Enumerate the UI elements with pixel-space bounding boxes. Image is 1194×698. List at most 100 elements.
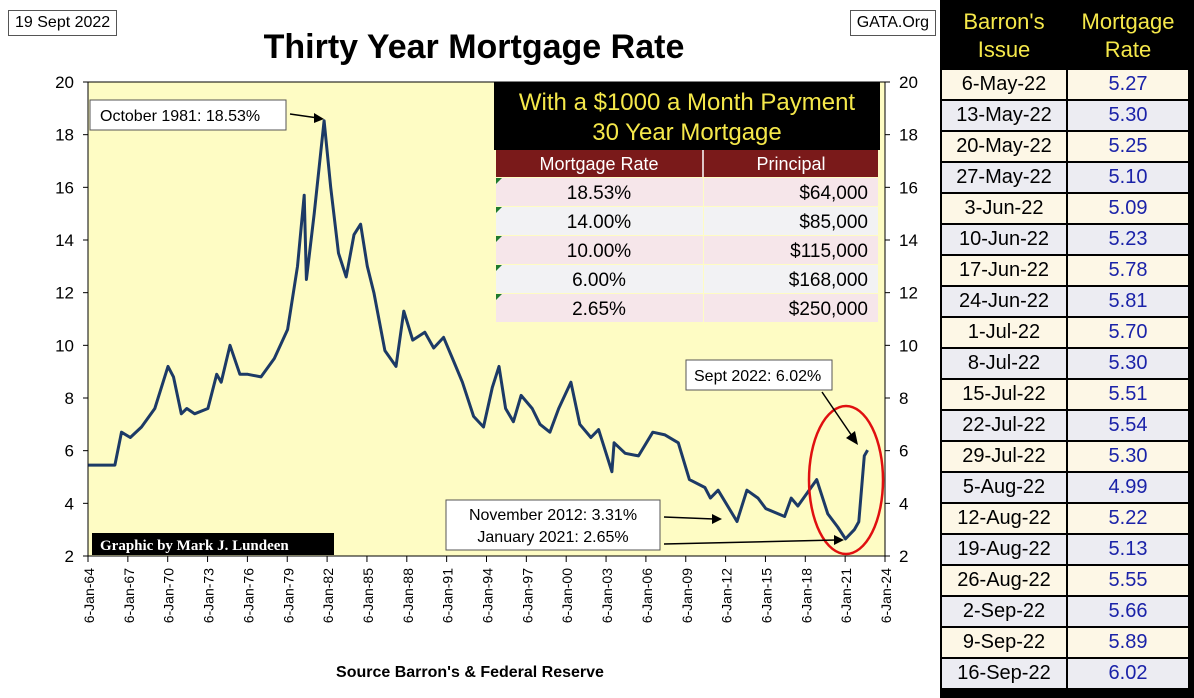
table-row: 20-May-22 5.25 — [942, 132, 1188, 161]
rate-value: 5.66 — [1068, 597, 1188, 626]
table-row: 27-May-22 5.10 — [942, 163, 1188, 192]
y-tick-label-left: 6 — [65, 442, 74, 461]
x-tick-label: 6-Jan-85 — [360, 568, 376, 623]
x-tick-label: 6-Jan-73 — [201, 568, 217, 623]
issue-date: 20-May-22 — [942, 132, 1066, 161]
table-row: 5-Aug-22 4.99 — [942, 473, 1188, 502]
x-tick-label: 6-Jan-03 — [599, 568, 615, 623]
chart-title: Thirty Year Mortgage Rate — [264, 28, 685, 66]
y-tick-label-left: 2 — [65, 547, 74, 566]
low-2021-arrow-head — [834, 535, 844, 545]
x-tick-label: 6-Jan-64 — [81, 568, 97, 623]
x-tick-label: 6-Jan-70 — [161, 568, 177, 623]
issue-date: 10-Jun-22 — [942, 225, 1066, 254]
issue-date: 22-Jul-22 — [942, 411, 1066, 440]
y-tick-label-right: 12 — [899, 284, 918, 303]
table-row: 29-Jul-22 5.30 — [942, 442, 1188, 471]
inset-title-bg — [494, 82, 880, 150]
inset-rows: 18.53% $64,000 14.00% $85,000 10.00% $115,000… — [496, 178, 878, 322]
x-axis: 6-Jan-64 6-Jan-67 6-Jan-70 6-Jan-73 6-Jan-76… — [81, 556, 894, 623]
current-arrow-head — [846, 431, 858, 445]
issue-date: 9-Sep-22 — [942, 628, 1066, 657]
rate-value: 5.30 — [1068, 101, 1188, 130]
table-row: 3-Jun-22 5.09 — [942, 194, 1188, 223]
header-rate-line2: Rate — [1104, 37, 1152, 62]
inset-row-principal-bg — [704, 207, 878, 235]
issue-date: 2-Sep-22 — [942, 597, 1066, 626]
table-row: 10-Jun-22 5.23 — [942, 225, 1188, 254]
x-tick-label: 6-Jan-21 — [838, 568, 854, 623]
table-row: 16-Sep-22 6.02 — [942, 659, 1188, 688]
inset-row-rate: 2.65% — [572, 299, 626, 320]
peak-annotation-box — [89, 99, 287, 131]
table-row: 17-Jun-22 5.78 — [942, 256, 1188, 285]
table-row: 19-Aug-22 5.13 — [942, 535, 1188, 564]
x-tick-label: 6-Jan-82 — [320, 568, 336, 623]
issue-date: 27-May-22 — [942, 163, 1066, 192]
inset-row-principal: $168,000 — [789, 270, 868, 291]
inset-row-rate: 6.00% — [572, 270, 626, 291]
issue-date: 8-Jul-22 — [942, 349, 1066, 378]
table-row: 8-Jul-22 5.30 — [942, 349, 1188, 378]
inset-row-marker — [496, 265, 502, 271]
inset-row-marker — [496, 207, 502, 213]
low-2012-annotation: November 2012: 3.31% — [469, 507, 637, 524]
mortgage-rate-chart: 2 4 6 8 10 12 14 16 18 20 2 4 6 8 10 12 14 16 18 20 6-Jan-… — [55, 28, 918, 623]
y-tick-label-right: 16 — [899, 178, 918, 197]
inset-row-marker — [496, 236, 502, 242]
y-tick-label-right: 20 — [899, 73, 918, 92]
inset-title-line2: 30 Year Mortgage — [592, 119, 781, 146]
current-annotation: Sept 2022: 6.02% — [694, 368, 821, 385]
y-tick-label-right: 6 — [899, 442, 908, 461]
y-tick-label-left: 12 — [55, 284, 74, 303]
issue-date: 26-Aug-22 — [942, 566, 1066, 595]
y-tick-label-left: 4 — [65, 494, 74, 513]
table-row: 2-Sep-22 5.66 — [942, 597, 1188, 626]
header-issue-line2: Issue — [977, 37, 1031, 62]
inset-row-rate-bg — [496, 178, 703, 206]
table-row: 12-Aug-22 5.22 — [942, 504, 1188, 533]
x-tick-label: 6-Jan-18 — [798, 568, 814, 623]
x-tick-label: 6-Jan-12 — [719, 568, 735, 623]
inset-row-rate-bg — [496, 265, 703, 293]
inset-row-rate-bg — [496, 207, 703, 235]
issue-date: 19-Aug-22 — [942, 535, 1066, 564]
y-tick-label-left: 16 — [55, 178, 74, 197]
table-row: 6-May-22 5.27 — [942, 70, 1188, 99]
low-2012-arrow-head — [712, 514, 722, 524]
y-tick-label-left: 8 — [65, 389, 74, 408]
rate-value: 5.81 — [1068, 287, 1188, 316]
table-row: 13-May-22 5.30 — [942, 101, 1188, 130]
rate-value: 5.30 — [1068, 442, 1188, 471]
inset-header-principal: Principal — [756, 154, 825, 174]
issue-date: 24-Jun-22 — [942, 287, 1066, 316]
y-tick-label-left: 18 — [55, 126, 74, 145]
inset-row-marker — [496, 178, 502, 184]
rate-value: 5.10 — [1068, 163, 1188, 192]
table-row: 9-Sep-22 5.89 — [942, 628, 1188, 657]
lows-annotation-box — [445, 499, 661, 551]
inset-row-principal-bg — [704, 178, 878, 206]
issue-date: 1-Jul-22 — [942, 318, 1066, 347]
header-rate-line1: Mortgage — [1081, 9, 1175, 34]
date-label: 19 Sept 2022 — [8, 10, 118, 36]
site-label: GATA.Org — [849, 10, 936, 36]
inset-row-rate: 14.00% — [567, 212, 632, 233]
rate-value: 5.22 — [1068, 504, 1188, 533]
x-tick-label: 6-Jan-67 — [121, 568, 137, 623]
rate-value: 5.23 — [1068, 225, 1188, 254]
inset-row-principal: $85,000 — [799, 212, 868, 233]
x-tick-label: 6-Jan-00 — [559, 568, 575, 623]
current-annotation-box — [685, 359, 833, 391]
rate-value: 5.89 — [1068, 628, 1188, 657]
current-arrow — [821, 391, 853, 437]
x-tick-label: 6-Jan-97 — [519, 568, 535, 623]
peak-arrow — [289, 113, 319, 119]
issue-date: 16-Sep-22 — [942, 659, 1066, 688]
inset-table: With a $1000 a Month Payment 30 Year Mor… — [494, 82, 880, 322]
x-tick-label: 6-Jan-24 — [878, 568, 894, 623]
peak-annotation: October 1981: 18.53% — [100, 108, 260, 125]
x-tick-label: 6-Jan-88 — [400, 568, 416, 623]
y-tick-label-right: 14 — [899, 231, 918, 250]
y-axis-right: 2 4 6 8 10 12 14 16 18 20 — [885, 73, 918, 566]
